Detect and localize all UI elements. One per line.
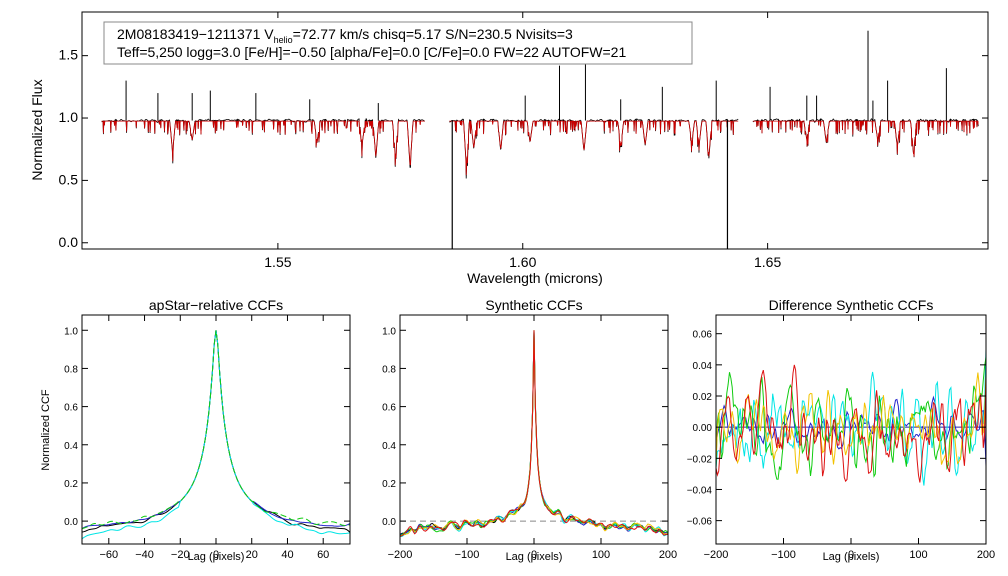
- difference-ccf-x-tick-label: −200: [704, 549, 729, 561]
- synthetic-ccf-y-tick-label: 0.4: [382, 441, 396, 452]
- synthetic-ccf-y-tick-label: 0.6: [382, 403, 396, 414]
- info-box-line-2: Teff=5,250 logg=3.0 [Fe/H]=−0.50 [alpha/…: [117, 44, 626, 60]
- apstar-ccf-plot-area: [81, 330, 351, 540]
- difference-ccf-y-tick-label: 0.06: [693, 330, 713, 341]
- apstar-ccf-series-2: [81, 330, 351, 530]
- apstar-ccf-y-tick-label: 1.0: [64, 326, 78, 337]
- synthetic-ccf-x-label: Lag (pixels): [506, 551, 563, 563]
- synthetic-ccf-series-4: [399, 330, 669, 537]
- synthetic-ccf-panel: −200 −100 0 100 200 0.0 0.2 0.4 0.6 0.8 1.0 Synthe…: [382, 297, 677, 563]
- spectrum-y-tick-label: 0.5: [59, 171, 79, 187]
- spectrum-ticks: 1.55 1.60 1.65 0.0 0.5 1.0 1.5: [59, 12, 988, 270]
- difference-ccf-x-tick-label: 0: [848, 549, 854, 561]
- synthetic-ccf-series-2: [399, 330, 669, 537]
- spectrum-model-line: [101, 120, 425, 166]
- info-box-line-1: 2M08183419−1211371 Vhelio=72.77 km/s chi…: [117, 26, 573, 45]
- synthetic-ccf-title: Synthetic CCFs: [485, 297, 582, 313]
- apstar-ccf-y-tick-label: 0.0: [64, 517, 78, 528]
- difference-ccf-y-tick-label: 0.02: [693, 392, 713, 403]
- apstar-ccf-x-tick-label: −60: [99, 549, 118, 561]
- synthetic-ccf-x-tick-label: −100: [455, 549, 480, 561]
- difference-ccf-y-tick-label: 0.00: [693, 423, 713, 434]
- apstar-ccf-x-tick-label: 40: [281, 549, 293, 561]
- synthetic-ccf-y-tick-label: 0.0: [382, 517, 396, 528]
- difference-ccf-x-tick-label: 200: [977, 549, 995, 561]
- difference-ccf-series-5: [715, 364, 987, 483]
- spectrum-x-tick-label: 1.65: [754, 254, 781, 270]
- apstar-ccf-y-tick-label: 0.2: [64, 479, 78, 490]
- synthetic-ccf-x-tick-label: 100: [592, 549, 610, 561]
- difference-ccf-plot-area: [715, 349, 987, 486]
- synthetic-ccf-y-tick-label: 0.8: [382, 364, 396, 375]
- apstar-ccf-x-tick-label: 60: [317, 549, 329, 561]
- spectrum-x-tick-label: 1.55: [264, 254, 291, 270]
- apstar-ccf-ticks: −60 −40 −20 0 20 40 60 0.0 0.2 0.4 0.6 0.8 1.0: [64, 315, 350, 561]
- apstar-ccf-x-tick-label: −20: [171, 549, 190, 561]
- difference-ccf-y-tick-label: −0.02: [687, 454, 713, 465]
- difference-ccf-y-tick-label: −0.06: [687, 517, 713, 528]
- difference-ccf-title: Difference Synthetic CCFs: [769, 297, 934, 313]
- synthetic-ccf-x-tick-label: 200: [659, 549, 677, 561]
- difference-ccf-series-2: [715, 349, 987, 486]
- synthetic-ccf-series-1: [399, 330, 669, 536]
- synthetic-ccf-y-tick-label: 1.0: [382, 326, 396, 337]
- apstar-ccf-series-1: [81, 330, 351, 533]
- spectrum-model-line: [752, 120, 979, 157]
- spectrum-y-tick-label: 0.0: [59, 234, 79, 250]
- difference-ccf-x-label: Lag (pixels): [823, 551, 880, 563]
- difference-ccf-series-4: [715, 372, 987, 474]
- difference-ccf-x-tick-label: 100: [909, 549, 927, 561]
- apstar-ccf-y-label: Normalized CCF: [40, 389, 52, 471]
- difference-ccf-panel: −200 −100 0 100 200 −0.06 −0.04 −0.02 0.00 0.02 0.…: [687, 297, 995, 563]
- spectrum-model-line: [449, 120, 739, 176]
- spectrum-x-label: Wavelength (microns): [467, 270, 603, 286]
- spectrum-axes-frame: [81, 11, 989, 250]
- difference-ccf-y-tick-label: −0.04: [687, 485, 713, 496]
- apstar-ccf-y-tick-label: 0.6: [64, 403, 78, 414]
- difference-ccf-x-tick-label: −100: [771, 549, 796, 561]
- difference-ccf-y-tick-label: 0.04: [693, 361, 713, 372]
- spectrum-y-tick-label: 1.0: [59, 109, 79, 125]
- synthetic-ccf-series-3: [399, 330, 669, 538]
- apstar-ccf-x-tick-label: 0: [213, 549, 219, 561]
- spectrum-y-tick-label: 1.5: [59, 47, 79, 63]
- apstar-ccf-series-4: [81, 330, 351, 530]
- apstar-ccf-panel: −60 −40 −20 0 20 40 60 0.0 0.2 0.4 0.6 0.8 1.0 apSta…: [40, 297, 351, 563]
- apstar-ccf-axes-frame: [81, 314, 351, 545]
- apstar-ccf-series-3: [81, 330, 351, 540]
- apstar-ccf-y-tick-label: 0.4: [64, 441, 78, 452]
- synthetic-ccf-series-5: [399, 330, 669, 537]
- synthetic-ccf-series-6: [399, 330, 669, 537]
- difference-ccf-series-3: [715, 357, 987, 480]
- apstar-ccf-x-label: Lag (pixels): [188, 551, 245, 563]
- synthetic-ccf-y-tick-label: 0.2: [382, 479, 396, 490]
- synthetic-ccf-x-tick-label: −200: [388, 549, 413, 561]
- spectrum-y-label: Normalized Flux: [29, 79, 45, 180]
- spectrum-plot-area: [101, 30, 979, 249]
- spectrum-x-tick-label: 1.60: [509, 254, 536, 270]
- apstar-ccf-x-tick-label: 20: [246, 549, 258, 561]
- spectrum-panel: 1.55 1.60 1.65 0.0 0.5 1.0 1.5 2M08183419−1211…: [29, 11, 989, 286]
- info-box: [103, 21, 693, 65]
- spectrum-observed-line: [449, 118, 739, 179]
- synthetic-ccf-plot-area: [399, 330, 669, 538]
- difference-ccf-ticks: −200 −100 0 100 200 −0.06 −0.04 −0.02 0.00 0.02 0.…: [687, 315, 995, 561]
- synthetic-ccf-x-tick-label: 0: [531, 549, 537, 561]
- synthetic-ccf-ticks: −200 −100 0 100 200 0.0 0.2 0.4 0.6 0.8 1.0: [382, 315, 677, 561]
- apstar-ccf-x-tick-label: −40: [135, 549, 154, 561]
- apstar-ccf-y-tick-label: 0.8: [64, 364, 78, 375]
- apstar-ccf-title: apStar−relative CCFs: [149, 297, 283, 313]
- difference-ccf-series-1: [715, 395, 987, 467]
